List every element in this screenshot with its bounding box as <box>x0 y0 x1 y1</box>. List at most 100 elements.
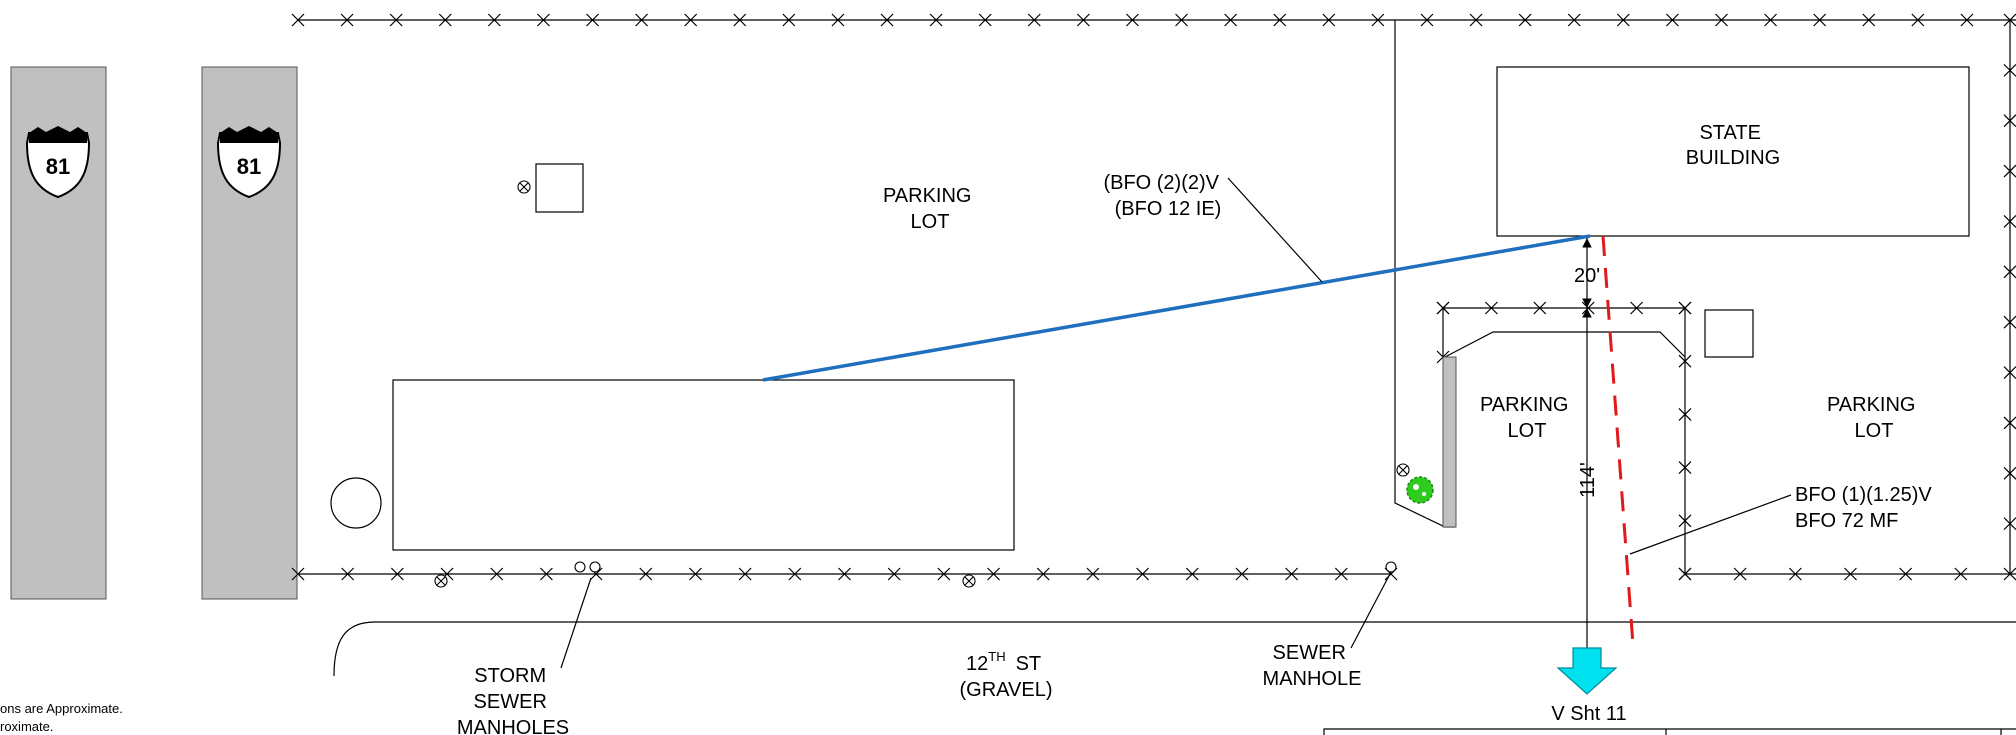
fence-x-mark <box>1678 567 1692 581</box>
fence-x-mark <box>1469 13 1483 27</box>
fence-x-mark <box>1665 13 1679 27</box>
fence-x-mark <box>788 567 802 581</box>
fence-x-mark <box>887 567 901 581</box>
fence-x-mark <box>635 13 649 27</box>
fence-x-mark <box>341 567 355 581</box>
fence-x-mark <box>1175 13 1188 27</box>
fence-x-mark <box>937 567 951 581</box>
fence-x-mark <box>539 567 553 581</box>
fence-x-mark <box>2003 265 2016 279</box>
fence-x-mark <box>1126 13 1139 27</box>
manhole-icon <box>434 180 1410 588</box>
fence-x-mark <box>490 567 504 581</box>
dimension-114-label: 114' <box>1577 462 1599 498</box>
note-line: roximate. <box>0 719 53 734</box>
fiber-callout-right: BFO (1)(1.25)V BFO 72 MF <box>1795 484 1937 532</box>
fence-x-mark <box>1813 13 1827 27</box>
fence-x-mark <box>1764 13 1777 27</box>
fence-x-mark <box>1899 567 1913 581</box>
fence-x-mark <box>2003 366 2016 379</box>
fence-x-mark <box>1185 567 1199 581</box>
fence-x-mark <box>2003 164 2016 178</box>
fence-x-mark <box>1862 13 1876 27</box>
fence-x-mark <box>987 567 1000 581</box>
fence-x-mark <box>1484 301 1498 315</box>
fence-x-mark <box>1678 407 1692 421</box>
fence-x-mark <box>390 567 404 581</box>
inner-lot-curb <box>1444 331 1686 358</box>
fence-x-mark <box>1224 13 1238 27</box>
route-number: 81 <box>237 154 261 179</box>
fence-x-mark <box>1678 461 1692 475</box>
fence-x-mark <box>1334 567 1348 581</box>
fence-x-mark <box>1630 301 1644 315</box>
fence-x-mark <box>2003 13 2016 27</box>
fence-x-mark <box>689 567 702 581</box>
fence-x-mark <box>1436 301 1450 315</box>
state-building <box>1496 66 1970 237</box>
fence-x-mark <box>1533 301 1547 315</box>
road-edge <box>333 621 2016 677</box>
fence-x-mark <box>1027 13 1041 27</box>
building-long <box>392 379 1015 551</box>
fiber-callout-top: (BFO (2)(2)V (BFO 12 IE) <box>1103 172 1224 220</box>
fence-x-mark <box>1076 13 1090 27</box>
fence-x-mark <box>1567 13 1581 27</box>
sewer-manhole-label: SEWER MANHOLE <box>1263 642 1362 690</box>
fence-x-mark <box>1678 301 1692 315</box>
fence-x-mark <box>1616 13 1630 27</box>
street-name-label: 12TH ST <box>966 649 1041 675</box>
fence-x-mark <box>291 13 305 27</box>
interstate-shield-icon: 81 <box>25 126 91 199</box>
title-block-frame <box>1323 728 2016 735</box>
fence-x-mark <box>880 13 894 27</box>
fence-x-mark <box>1420 13 1434 27</box>
fence-x-mark <box>2003 215 2016 228</box>
fence-x-mark <box>1086 567 1100 581</box>
fence-x-mark <box>1678 514 1692 528</box>
fence-x-mark <box>1322 13 1336 27</box>
fence-x-mark <box>1678 354 1692 368</box>
fence-x-mark <box>838 567 851 581</box>
fence-x-mark <box>1136 567 1150 581</box>
fence-x-mark <box>389 13 403 27</box>
fence-x-mark <box>1285 567 1299 581</box>
small-structure <box>535 163 584 213</box>
retaining-wall <box>1442 356 1457 528</box>
fence-x-mark <box>929 13 943 27</box>
fence-x-mark <box>639 567 653 581</box>
fence-x-mark <box>586 13 599 27</box>
fence-x-mark <box>1518 13 1532 27</box>
fence-x-mark <box>1788 567 1802 581</box>
fence-x-mark <box>1954 567 1968 581</box>
fence-x-mark <box>1733 567 1747 581</box>
fence-x-mark <box>1844 567 1857 581</box>
view-ref-label: V Sht 11 <box>1551 703 1626 725</box>
fence-x-mark <box>340 13 354 27</box>
shrub-icon <box>1406 476 1434 504</box>
fence-x-mark <box>1036 567 1050 581</box>
fence-x-mark <box>782 13 796 27</box>
fence-x-mark <box>738 567 752 581</box>
storm-sewer-label: STORM SEWER MANHOLES <box>457 665 569 735</box>
parking-lot-label: PARKING LOT <box>1480 394 1574 442</box>
fence-x-mark <box>733 13 747 27</box>
fence-x-mark <box>291 567 305 581</box>
fiber-route-line <box>762 234 1591 382</box>
fence-x-mark <box>1235 567 1249 581</box>
fence-x-mark <box>978 13 992 27</box>
fence-x-mark <box>1273 13 1287 27</box>
route-number: 81 <box>46 154 70 179</box>
fence-x-mark <box>438 13 452 27</box>
fence-x-mark <box>831 13 845 27</box>
dimension-20-label: 20' <box>1574 265 1600 287</box>
fence-x-mark <box>1715 13 1728 27</box>
parking-lot-label: PARKING LOT <box>1827 394 1921 442</box>
fence-x-mark <box>2003 315 2016 329</box>
fence-x-mark <box>684 13 698 27</box>
fence-x-mark <box>537 13 550 27</box>
fence-x-mark <box>2003 63 2016 77</box>
tank-circle <box>330 477 382 529</box>
view-arrow-icon <box>1556 647 1618 695</box>
